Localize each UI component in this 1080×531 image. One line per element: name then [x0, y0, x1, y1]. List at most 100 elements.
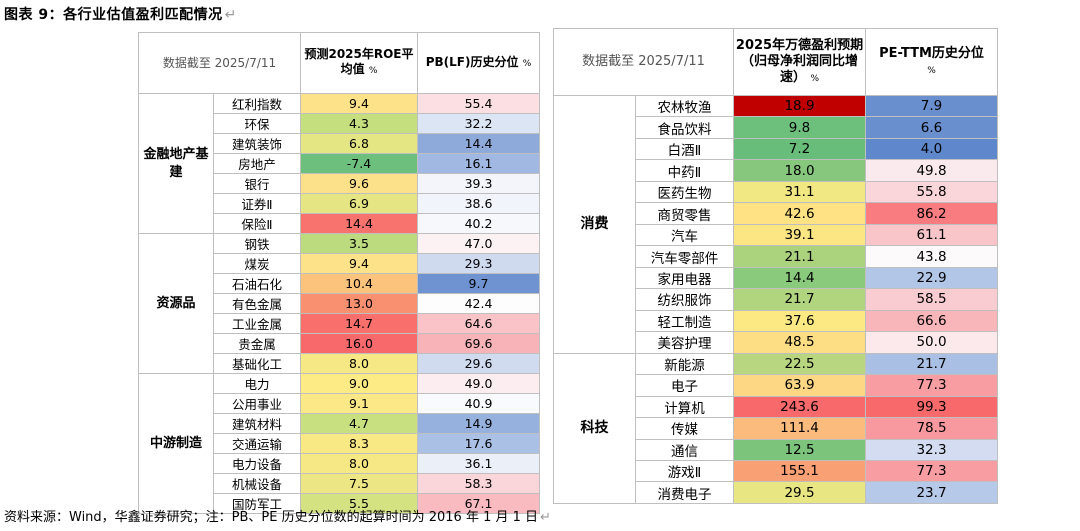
metric-value: 6.9 — [300, 193, 418, 214]
metric-value: 7.5 — [300, 473, 418, 494]
industry-name: 消费电子 — [635, 481, 734, 504]
left-pb-header: PB(LF)历史分位 % — [417, 32, 540, 94]
table-row: 公用事业 9.1 40.9 — [139, 393, 540, 414]
industry-name: 中药Ⅱ — [635, 159, 734, 182]
right-pe-header-text: PE-TTM历史分位 — [879, 45, 984, 61]
industry-name: 钢铁 — [213, 233, 301, 254]
percentile-value: 78.5 — [865, 417, 998, 440]
percentile-value: 58.5 — [865, 288, 998, 311]
table-row: 通信 12.5 32.3 — [554, 438, 998, 461]
table-row: 房地产 -7.4 16.1 — [139, 153, 540, 174]
industry-name: 交通运输 — [213, 433, 301, 454]
metric-value: 13.0 — [300, 293, 418, 314]
table-row: 机械设备 7.5 58.3 — [139, 473, 540, 494]
metric-value: 12.5 — [733, 438, 866, 461]
industry-name: 煤炭 — [213, 253, 301, 274]
right-profit-header: 2025年万德盈利预期（归母净利润同比增速） % — [733, 28, 866, 96]
percentile-value: 32.3 — [865, 438, 998, 461]
table-row: 石油石化 10.4 9.7 — [139, 273, 540, 294]
percentile-value: 38.6 — [417, 193, 540, 214]
left-table-body: 金融地产基建 红利指数 9.4 55.4 环保 4.3 32.2 建筑装饰 6.8 14.4 房地产… — [138, 93, 540, 514]
right-pe-unit: % — [927, 65, 936, 76]
percentile-value: 69.6 — [417, 333, 540, 354]
percentile-value: 29.6 — [417, 353, 540, 374]
industry-name: 游戏Ⅱ — [635, 459, 734, 483]
industry-name: 电力 — [213, 373, 301, 394]
percentile-value: 55.8 — [865, 180, 998, 204]
metric-value: 16.0 — [300, 333, 418, 354]
metric-value: 155.1 — [733, 459, 866, 483]
percentile-value: 67.1 — [417, 493, 540, 514]
percentile-value: 32.2 — [417, 113, 540, 134]
industry-name: 计算机 — [635, 395, 734, 419]
industry-name: 石油石化 — [213, 273, 301, 294]
table-row: 贵金属 16.0 69.6 — [139, 333, 540, 354]
metric-value: 7.2 — [733, 137, 866, 161]
table-row: 纺织服饰 21.7 58.5 — [554, 288, 998, 311]
metric-value: 6.8 — [300, 133, 418, 154]
metric-value: -7.4 — [300, 153, 418, 174]
right-date-header: 数据截至 2025/7/11 — [553, 28, 734, 96]
industry-name: 房地产 — [213, 153, 301, 174]
table-row: 游戏Ⅱ 155.1 77.3 — [554, 459, 998, 483]
percentile-value: 66.6 — [865, 309, 998, 333]
industry-name: 证券Ⅱ — [213, 193, 301, 214]
footnote-return-mark-icon: ↵ — [540, 510, 551, 525]
left-date-header: 数据截至 2025/7/11 — [138, 32, 301, 94]
percentile-value: 16.1 — [417, 153, 540, 174]
metric-value: 9.4 — [300, 253, 418, 274]
table-row: 轻工制造 37.6 66.6 — [554, 309, 998, 333]
percentile-value: 4.0 — [865, 137, 998, 161]
table-row: 国防军工 5.5 67.1 — [139, 493, 540, 514]
figure-title-text: 图表 9：各行业估值盈利匹配情况 — [4, 7, 223, 23]
industry-name: 建筑装饰 — [213, 133, 301, 154]
percentile-value: 6.6 — [865, 116, 998, 139]
industry-name: 有色金属 — [213, 293, 301, 314]
metric-value: 14.4 — [300, 213, 418, 234]
percentile-value: 29.3 — [417, 253, 540, 274]
table-row: 基础化工 8.0 29.6 — [139, 353, 540, 374]
metric-value: 63.9 — [733, 374, 866, 397]
group-label: 科技 — [553, 352, 636, 504]
industry-name: 公用事业 — [213, 393, 301, 414]
metric-value: 4.3 — [300, 113, 418, 134]
industry-name: 农林牧渔 — [635, 94, 734, 118]
percentile-value: 9.7 — [417, 273, 540, 294]
metric-value: 111.4 — [733, 417, 866, 440]
metric-value: 9.0 — [300, 373, 418, 394]
metric-value: 10.4 — [300, 273, 418, 294]
industry-name: 建筑材料 — [213, 413, 301, 434]
percentile-value: 36.1 — [417, 453, 540, 474]
metric-value: 48.5 — [733, 331, 866, 354]
industry-name: 纺织服饰 — [635, 288, 734, 311]
industry-name: 基础化工 — [213, 353, 301, 374]
footnote-text: 资料来源：Wind，华鑫证券研究；注：PB、PE 历史分位数的起算时间为 201… — [4, 510, 539, 525]
group-label: 中游制造 — [138, 373, 214, 514]
metric-value: 37.6 — [733, 309, 866, 333]
industry-name: 医药生物 — [635, 180, 734, 204]
percentile-value: 23.7 — [865, 481, 998, 504]
left-pb-header-text: PB(LF)历史分位 — [425, 54, 519, 69]
percentile-value: 58.3 — [417, 473, 540, 494]
metric-value: 29.5 — [733, 481, 866, 504]
metric-value: 21.1 — [733, 245, 866, 268]
metric-value: 31.1 — [733, 180, 866, 204]
metric-value: 3.5 — [300, 233, 418, 254]
percentile-value: 86.2 — [865, 202, 998, 225]
percentile-value: 50.0 — [865, 331, 998, 354]
percentile-value: 14.4 — [417, 133, 540, 154]
percentile-value: 99.3 — [865, 395, 998, 419]
left-roe-header: 预测2025年ROE平均值 % — [300, 32, 418, 94]
left-roe-header-text: 预测2025年ROE平均值 — [304, 47, 414, 76]
industry-name: 银行 — [213, 173, 301, 194]
industry-name: 电子 — [635, 374, 734, 397]
table-row: 美容护理 48.5 50.0 — [554, 331, 998, 354]
industry-name: 新能源 — [635, 352, 734, 376]
industry-name: 电力设备 — [213, 453, 301, 474]
percentile-value: 55.4 — [417, 93, 540, 114]
table-row: 银行 9.6 39.3 — [139, 173, 540, 194]
table-row: 煤炭 9.4 29.3 — [139, 253, 540, 274]
table-row: 消费 农林牧渔 18.9 7.9 — [553, 94, 998, 354]
metric-value: 9.6 — [300, 173, 418, 194]
percentile-value: 39.3 — [417, 173, 540, 194]
